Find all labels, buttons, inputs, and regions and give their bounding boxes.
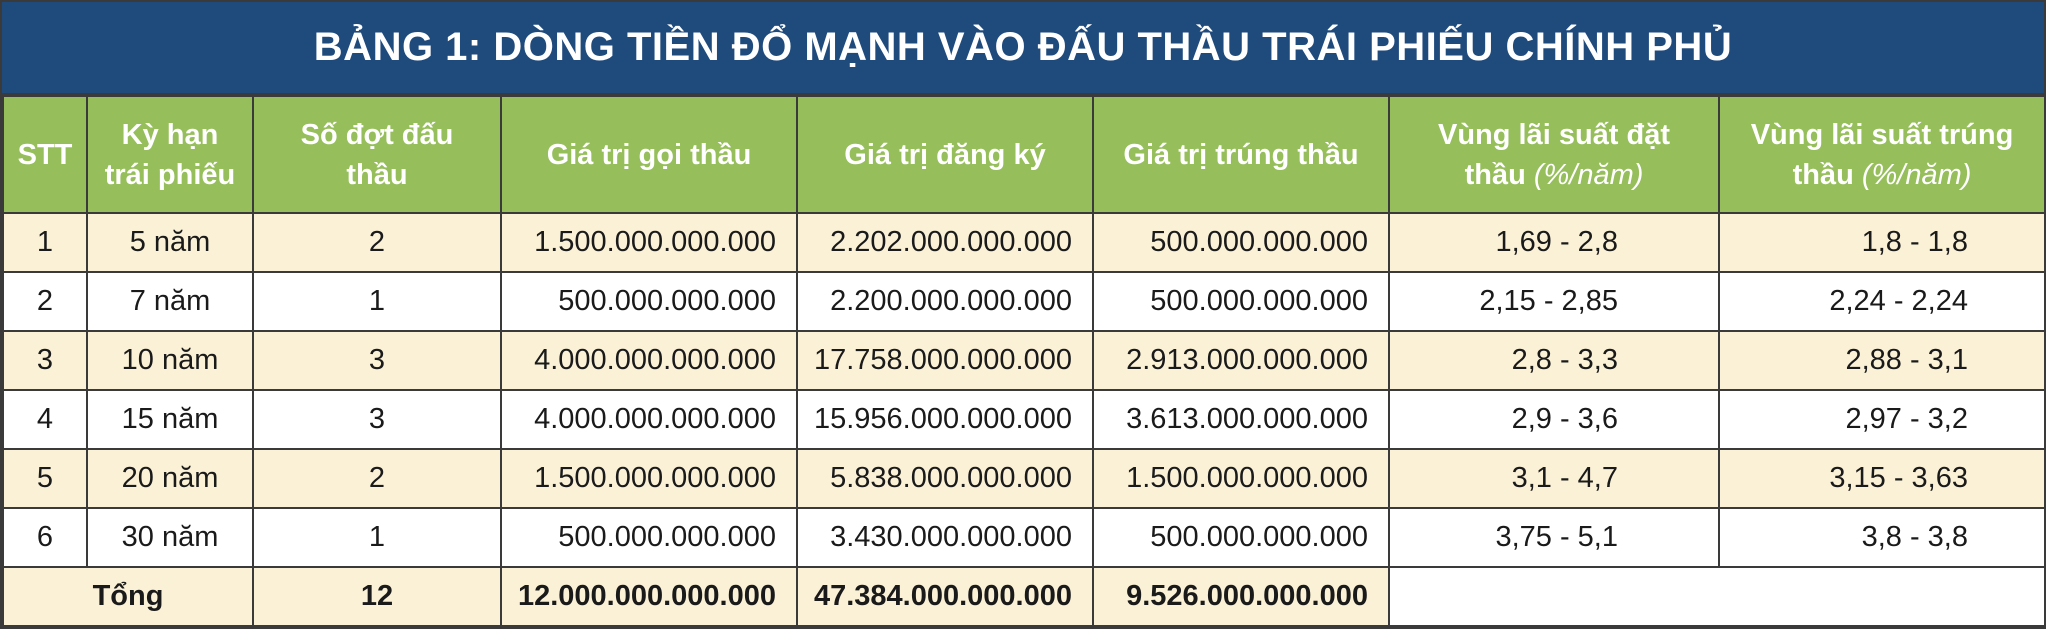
header-dang-ky: Giá trị đăng ký	[796, 95, 1094, 214]
cell-ls-dat: 2,8 - 3,3	[1388, 330, 1720, 391]
table-row: 6 30 năm 1 500.000.000.000 3.430.000.000…	[2, 507, 2046, 568]
cell-goi-thau: 500.000.000.000	[500, 507, 798, 568]
cell-trung-thau: 2.913.000.000.000	[1092, 330, 1390, 391]
cell-ls-dat: 3,1 - 4,7	[1388, 448, 1720, 509]
header-trung-thau: Giá trị trúng thầu	[1092, 95, 1390, 214]
cell-ls-trung: 3,15 - 3,63	[1718, 448, 2046, 509]
cell-ky-han: 7 năm	[86, 271, 254, 332]
total-dang-ky: 47.384.000.000.000	[796, 566, 1094, 627]
table-row: 3 10 năm 3 4.000.000.000.000 17.758.000.…	[2, 330, 2046, 391]
cell-ls-dat: 3,75 - 5,1	[1388, 507, 1720, 568]
cell-stt: 6	[2, 507, 88, 568]
cell-so-dot: 3	[252, 330, 502, 391]
cell-goi-thau: 500.000.000.000	[500, 271, 798, 332]
cell-stt: 1	[2, 212, 88, 273]
cell-stt: 2	[2, 271, 88, 332]
cell-stt: 4	[2, 389, 88, 450]
header-ls-dat: Vùng lãi suất đặt thầu (%/năm)	[1388, 95, 1720, 214]
cell-goi-thau: 4.000.000.000.000	[500, 330, 798, 391]
cell-ky-han: 5 năm	[86, 212, 254, 273]
cell-so-dot: 3	[252, 389, 502, 450]
cell-goi-thau: 4.000.000.000.000	[500, 389, 798, 450]
cell-stt: 3	[2, 330, 88, 391]
cell-stt: 5	[2, 448, 88, 509]
cell-dang-ky: 2.200.000.000.000	[796, 271, 1094, 332]
cell-trung-thau: 500.000.000.000	[1092, 271, 1390, 332]
cell-goi-thau: 1.500.000.000.000	[500, 212, 798, 273]
header-ky-han: Kỳ hạn trái phiếu	[86, 95, 254, 214]
cell-ls-dat: 2,9 - 3,6	[1388, 389, 1720, 450]
cell-trung-thau: 1.500.000.000.000	[1092, 448, 1390, 509]
cell-dang-ky: 3.430.000.000.000	[796, 507, 1094, 568]
total-empty-cell	[1388, 566, 2046, 627]
cell-so-dot: 1	[252, 271, 502, 332]
cell-ls-trung: 3,8 - 3,8	[1718, 507, 2046, 568]
cell-so-dot: 2	[252, 212, 502, 273]
header-goi-thau: Giá trị gọi thầu	[500, 95, 798, 214]
total-goi-thau: 12.000.000.000.000	[500, 566, 798, 627]
cell-so-dot: 1	[252, 507, 502, 568]
header-ls-trung: Vùng lãi suất trúng thầu (%/năm)	[1718, 95, 2046, 214]
cell-dang-ky: 2.202.000.000.000	[796, 212, 1094, 273]
cell-goi-thau: 1.500.000.000.000	[500, 448, 798, 509]
table-row: 4 15 năm 3 4.000.000.000.000 15.956.000.…	[2, 389, 2046, 450]
table-row: 2 7 năm 1 500.000.000.000 2.200.000.000.…	[2, 271, 2046, 332]
cell-ky-han: 20 năm	[86, 448, 254, 509]
cell-trung-thau: 500.000.000.000	[1092, 212, 1390, 273]
bond-auction-table: STT Kỳ hạn trái phiếu Số đợt đấu thầu Giá …	[2, 95, 2046, 627]
cell-trung-thau: 3.613.000.000.000	[1092, 389, 1390, 450]
table-row: 1 5 năm 2 1.500.000.000.000 2.202.000.00…	[2, 212, 2046, 273]
cell-ls-trung: 2,88 - 3,1	[1718, 330, 2046, 391]
cell-trung-thau: 500.000.000.000	[1092, 507, 1390, 568]
cell-ls-dat: 1,69 - 2,8	[1388, 212, 1720, 273]
cell-ls-dat: 2,15 - 2,85	[1388, 271, 1720, 332]
cell-dang-ky: 17.758.000.000.000	[796, 330, 1094, 391]
header-stt: STT	[2, 95, 88, 214]
cell-dang-ky: 15.956.000.000.000	[796, 389, 1094, 450]
cell-ls-trung: 2,24 - 2,24	[1718, 271, 2046, 332]
header-so-dot: Số đợt đấu thầu	[252, 95, 502, 214]
cell-dang-ky: 5.838.000.000.000	[796, 448, 1094, 509]
total-label: Tổng	[2, 566, 254, 627]
total-trung-thau: 9.526.000.000.000	[1092, 566, 1390, 627]
cell-ky-han: 10 năm	[86, 330, 254, 391]
table-row: 5 20 năm 2 1.500.000.000.000 5.838.000.0…	[2, 448, 2046, 509]
total-so-dot: 12	[252, 566, 502, 627]
table-title: BẢNG 1: DÒNG TIỀN ĐỔ MẠNH VÀO ĐẤU THẦU T…	[2, 2, 2044, 95]
total-row: Tổng 12 12.000.000.000.000 47.384.000.00…	[2, 566, 2046, 627]
cell-ls-trung: 1,8 - 1,8	[1718, 212, 2046, 273]
cell-ky-han: 15 năm	[86, 389, 254, 450]
cell-ky-han: 30 năm	[86, 507, 254, 568]
header-row: STT Kỳ hạn trái phiếu Số đợt đấu thầu Giá …	[2, 95, 2046, 214]
cell-ls-trung: 2,97 - 3,2	[1718, 389, 2046, 450]
cell-so-dot: 2	[252, 448, 502, 509]
